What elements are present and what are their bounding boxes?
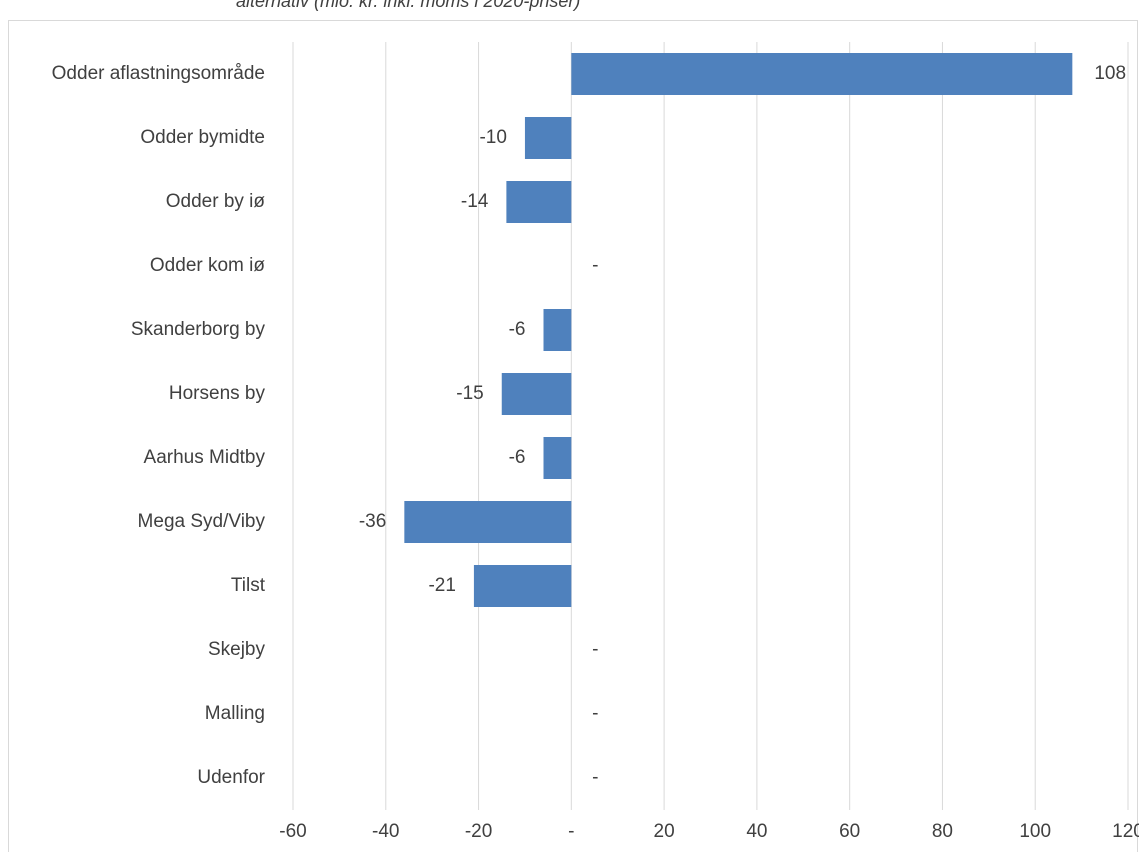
x-tick-label: -60	[279, 821, 306, 842]
y-tick-label: Udenfor	[197, 767, 265, 788]
x-tick-label: 100	[1019, 821, 1051, 842]
data-label: -36	[359, 511, 386, 532]
y-tick-label: Odder aflastningsområde	[52, 63, 265, 84]
data-label: -6	[509, 447, 526, 468]
data-label: -10	[479, 127, 506, 148]
bar	[543, 437, 572, 479]
chart-title: alternativ (mio. kr. inkl. moms i 2020-p…	[236, 0, 580, 11]
data-label: -	[592, 703, 598, 724]
x-tick-label: 20	[654, 821, 675, 842]
y-tick-label: Odder by iø	[166, 191, 266, 212]
y-tick-label: Odder kom iø	[150, 255, 265, 276]
y-tick-label: Horsens by	[169, 383, 266, 404]
bar	[506, 181, 572, 223]
data-label: -	[592, 639, 598, 660]
data-label: -14	[461, 191, 489, 212]
x-tick-label: -20	[465, 821, 492, 842]
data-label: -21	[428, 575, 455, 596]
y-tick-label: Skanderborg by	[131, 319, 266, 340]
y-tick-label: Aarhus Midtby	[144, 447, 266, 468]
x-tick-label: 40	[746, 821, 767, 842]
x-tick-label: 80	[932, 821, 953, 842]
y-tick-label: Malling	[205, 703, 265, 724]
y-tick-label: Odder bymidte	[140, 127, 265, 148]
data-label: -15	[456, 383, 483, 404]
bar	[524, 117, 572, 159]
bar	[501, 373, 572, 415]
y-tick-label: Skejby	[208, 639, 266, 660]
data-label: 108	[1094, 63, 1126, 84]
bar	[543, 309, 572, 351]
x-tick-label: -40	[372, 821, 399, 842]
x-tick-label: 60	[839, 821, 860, 842]
chart-border	[8, 20, 1138, 852]
x-tick-label: 120	[1112, 821, 1139, 842]
x-tick-label: -	[568, 821, 574, 842]
y-tick-label: Mega Syd/Viby	[138, 511, 266, 532]
data-label: -	[592, 255, 598, 276]
data-label: -	[592, 767, 598, 788]
bar	[404, 501, 572, 543]
y-tick-label: Tilst	[231, 575, 266, 596]
bar	[473, 565, 572, 607]
bar	[571, 53, 1073, 95]
data-label: -6	[509, 319, 526, 340]
